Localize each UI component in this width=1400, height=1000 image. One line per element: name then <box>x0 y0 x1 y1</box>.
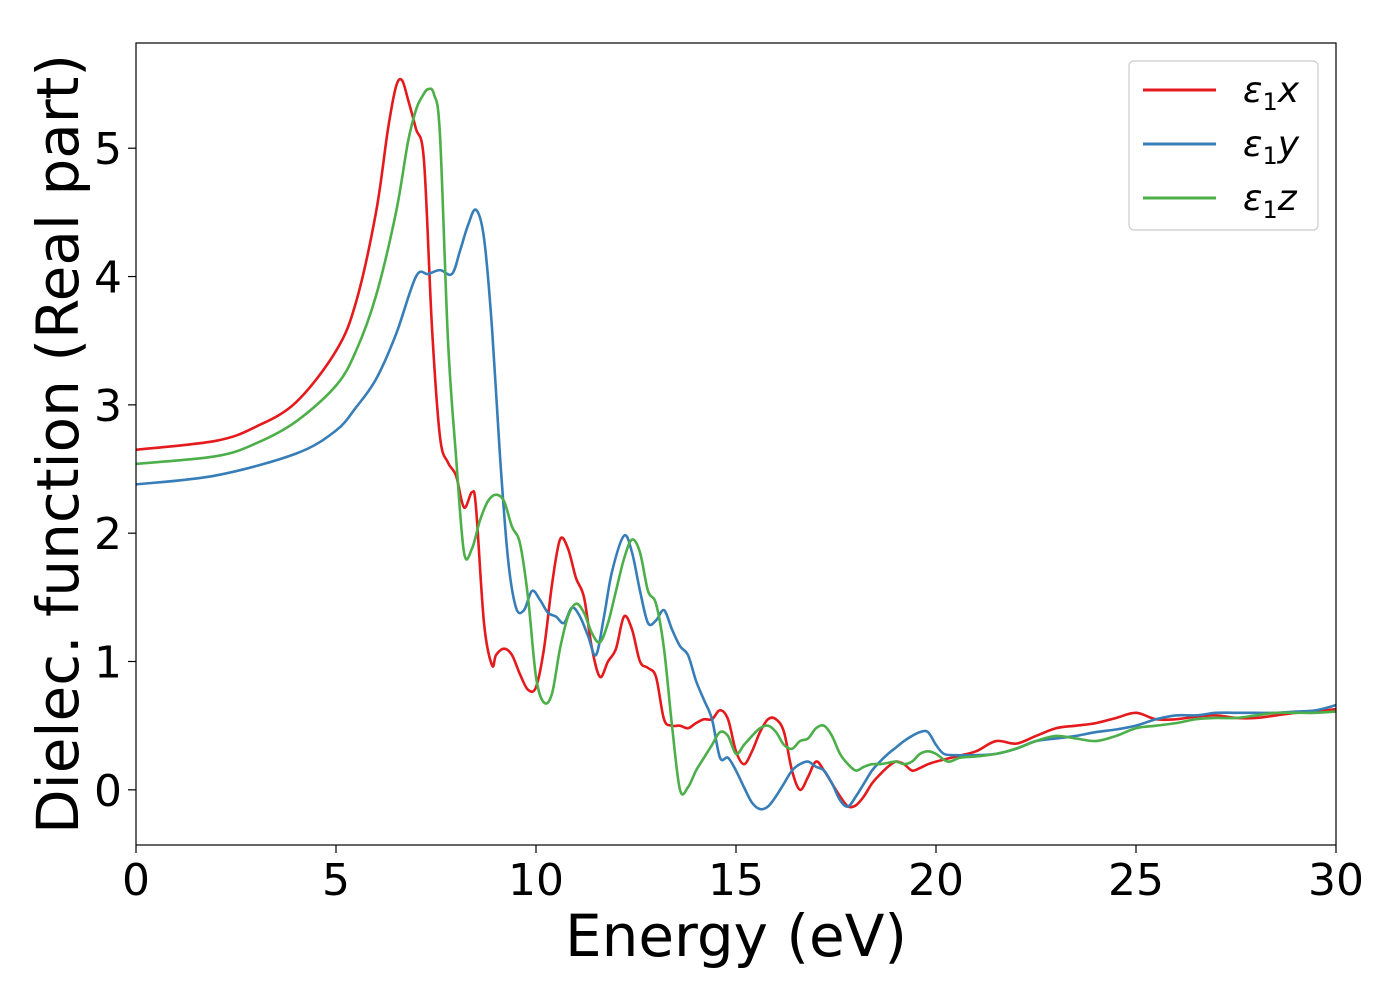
x-tick-label: 15 <box>708 855 764 906</box>
axes-layer: 0 5 10 15 20 25 30 0 1 2 3 4 5 <box>94 42 1364 906</box>
y-tick-label: 5 <box>94 124 122 175</box>
y-tick-label: 4 <box>94 253 122 304</box>
series-line-x <box>136 77 1336 809</box>
x-tick-label: 25 <box>1108 855 1164 906</box>
y-tick-label: 1 <box>94 638 122 689</box>
series-line-z <box>136 87 1336 796</box>
legend-box <box>1128 60 1319 231</box>
x-tick-label: 30 <box>1308 855 1364 906</box>
legend-label: ε1y <box>1243 124 1300 170</box>
x-tick-label: 10 <box>508 855 564 906</box>
x-tick-label: 5 <box>322 855 350 906</box>
y-tick-label: 2 <box>94 509 122 560</box>
legend-entry-y: ε1y <box>1143 124 1300 170</box>
x-axis-label: Energy (eV) <box>565 902 907 970</box>
y-tick-label: 3 <box>94 381 122 432</box>
x-tick-label: 20 <box>908 855 964 906</box>
y-axis-label: Dielec. function (Real part) <box>24 54 92 834</box>
legend-entry-z: ε1z <box>1143 178 1298 224</box>
legend: ε1x ε1y ε1z <box>1128 60 1319 231</box>
legend-label: ε1x <box>1243 70 1300 116</box>
legend-entry-x: ε1x <box>1143 70 1300 116</box>
x-tick-label: 0 <box>122 855 150 906</box>
legend-label: ε1z <box>1243 178 1298 224</box>
series-layer <box>136 77 1336 811</box>
y-tick-label: 0 <box>94 766 122 817</box>
